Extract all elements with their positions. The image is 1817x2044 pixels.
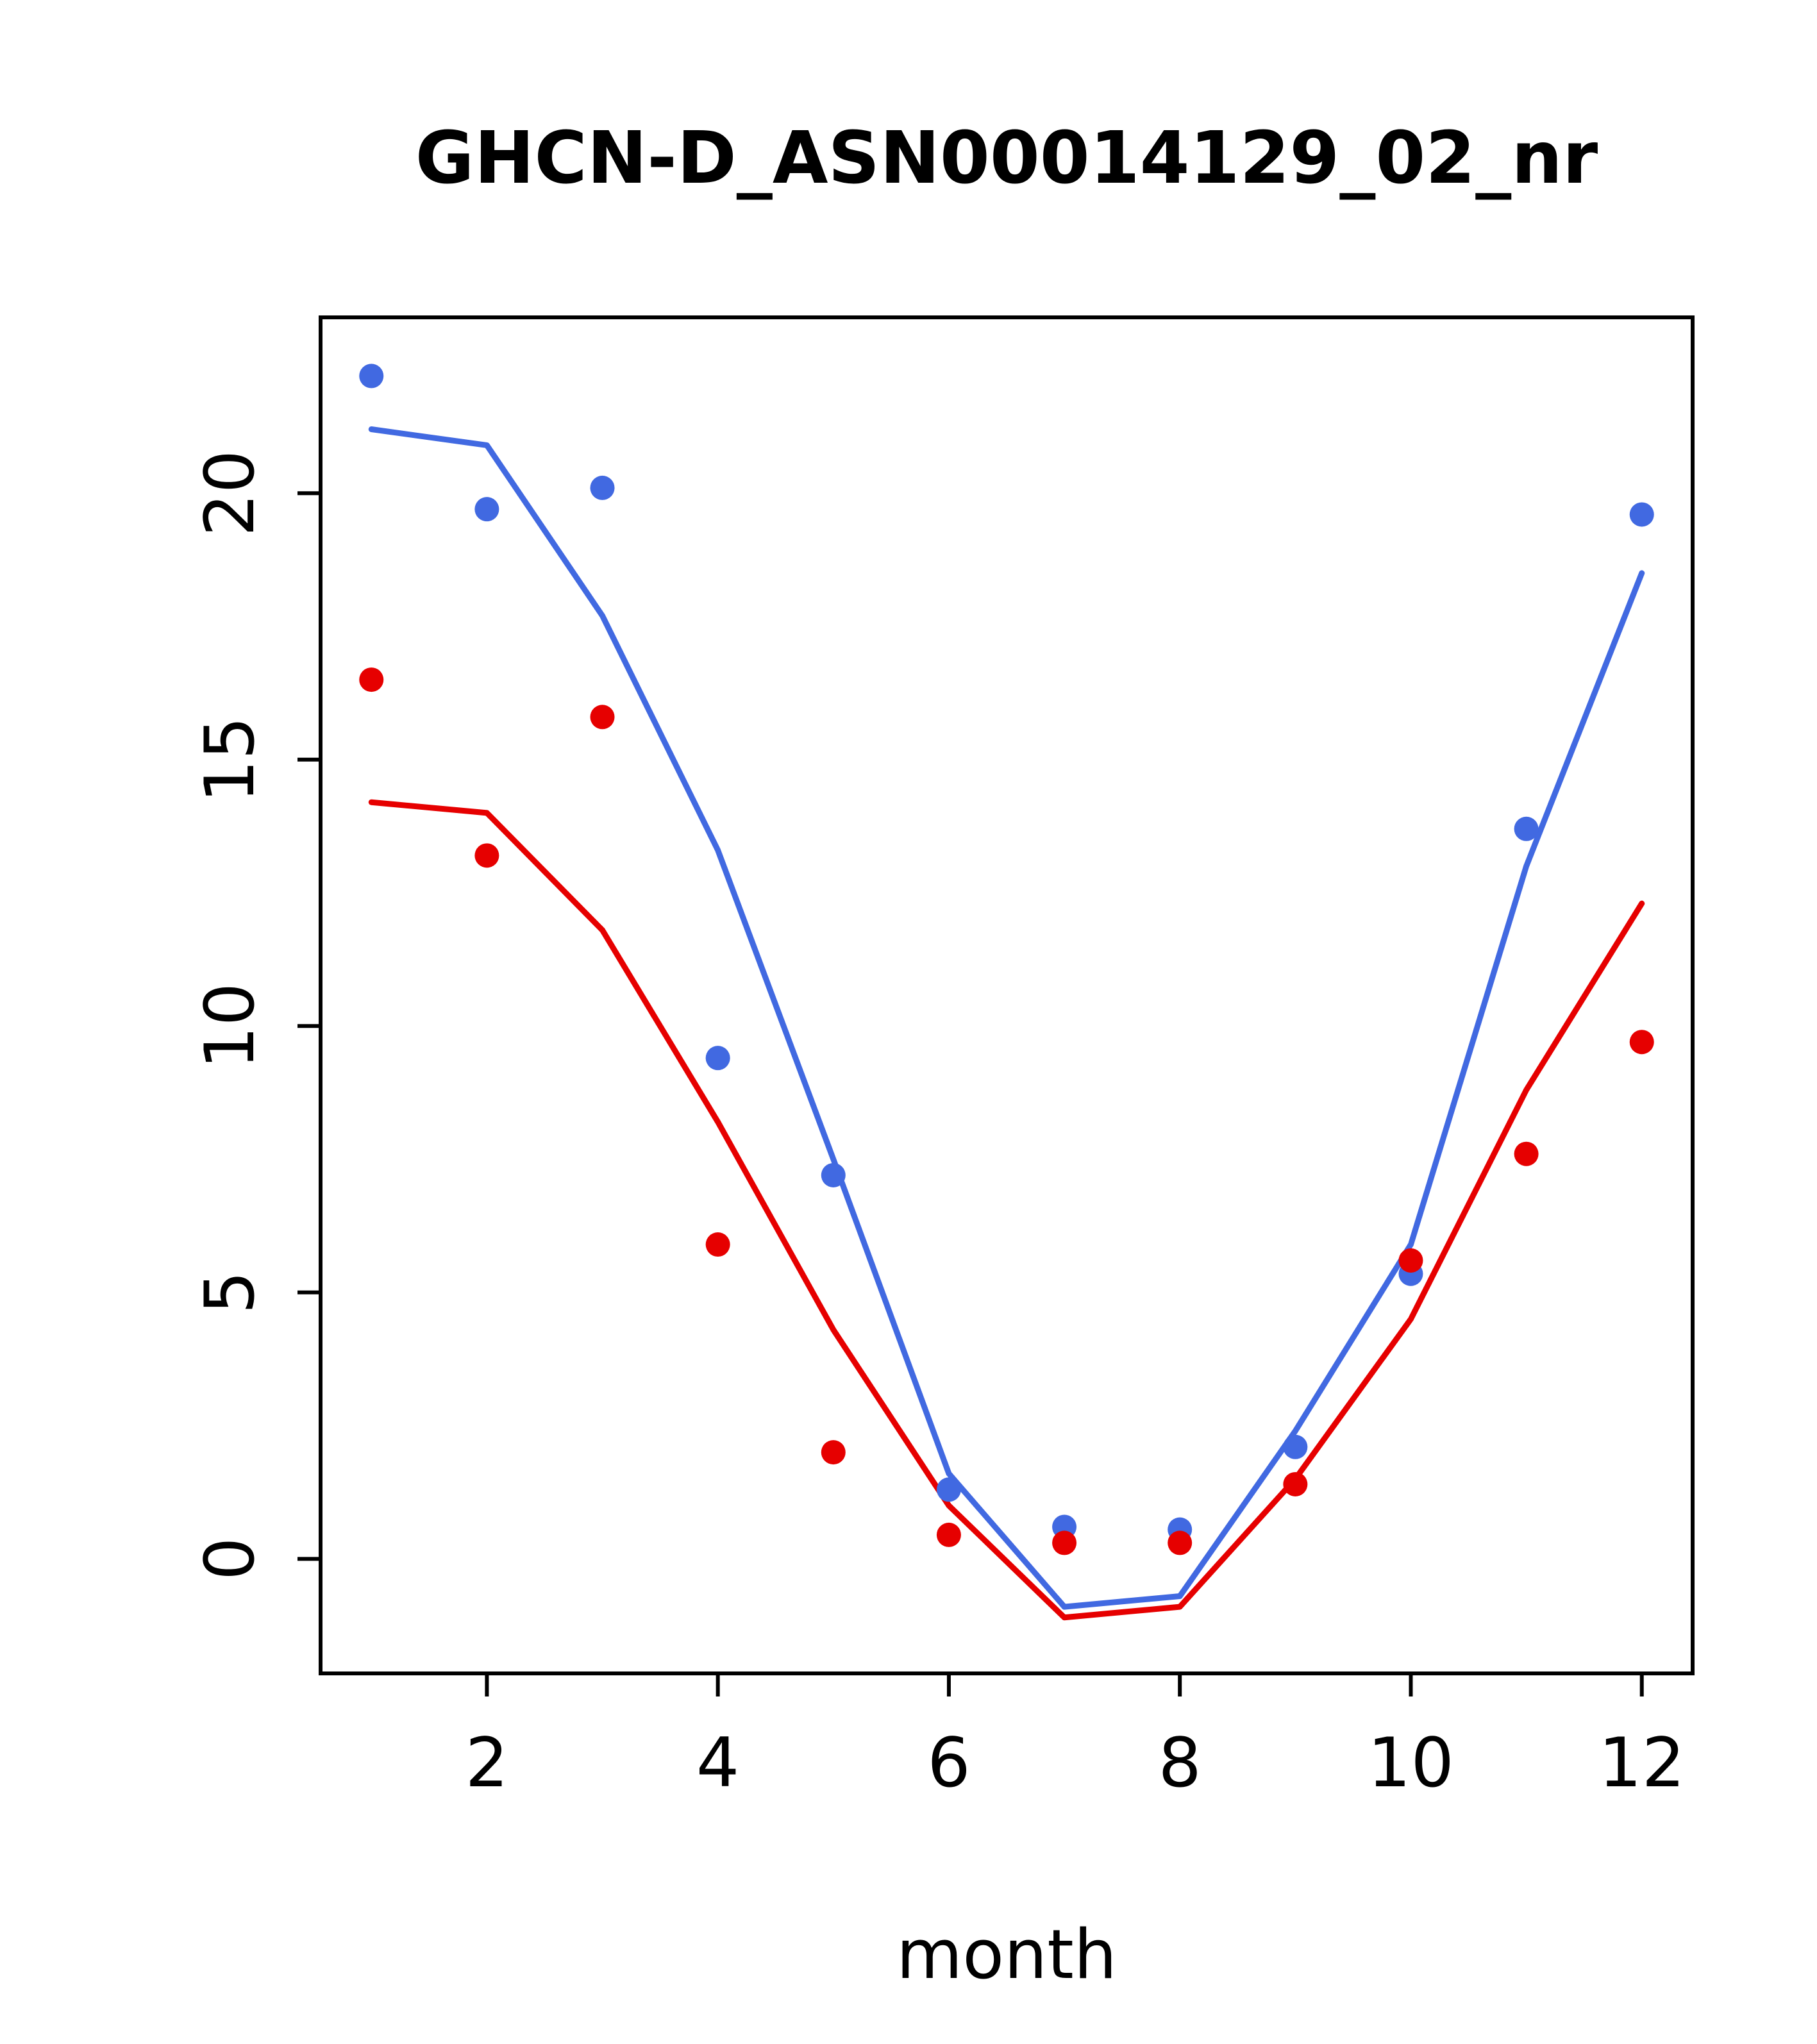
red-points-point: [936, 1522, 961, 1547]
y-tick-label: 10: [190, 983, 269, 1069]
red-points-point: [1629, 1030, 1654, 1055]
x-tick-label: 4: [696, 1723, 739, 1802]
red-points-point: [1168, 1530, 1193, 1555]
red-points-point: [821, 1440, 846, 1465]
red-points-point: [474, 843, 499, 868]
x-axis-label: month: [896, 1915, 1117, 1994]
x-tick-label: 12: [1598, 1723, 1685, 1802]
blue-points-point: [936, 1477, 961, 1502]
x-tick-label: 6: [927, 1723, 970, 1802]
x-tick-label: 8: [1158, 1723, 1201, 1802]
plot-area: 2 4 6 8 10 12 0 5 10 15 20: [190, 315, 1695, 1802]
y-tick-label: 20: [190, 450, 269, 537]
red-fit-line: [368, 799, 1645, 1621]
red-points-point: [1514, 1141, 1539, 1166]
blue-points-point: [705, 1046, 730, 1071]
y-tick-label: 5: [190, 1271, 269, 1314]
blue-points-point: [821, 1162, 846, 1187]
blue-points-point: [1283, 1434, 1308, 1459]
y-tick-label: 0: [190, 1537, 269, 1580]
x-tick-label: 10: [1368, 1723, 1454, 1802]
y-tick-label: 15: [190, 716, 269, 803]
red-points-point: [1052, 1530, 1077, 1555]
red-points-point: [1283, 1471, 1308, 1496]
plot-frame: [319, 315, 1695, 1675]
blue-points-point: [1629, 502, 1654, 527]
blue-fit-line: [368, 426, 1645, 1610]
red-points-point: [705, 1232, 730, 1257]
blue-points-point: [474, 497, 499, 522]
red-points-point: [590, 705, 615, 730]
red-points-point: [359, 667, 384, 692]
blue-points-point: [590, 475, 615, 500]
blue-points-point: [1514, 816, 1539, 841]
chart-title: GHCN-D_ASN00014129_02_nr: [415, 117, 1598, 200]
x-tick-label: 2: [465, 1723, 508, 1802]
red-points-point: [1398, 1248, 1423, 1273]
blue-points-point: [359, 364, 384, 389]
